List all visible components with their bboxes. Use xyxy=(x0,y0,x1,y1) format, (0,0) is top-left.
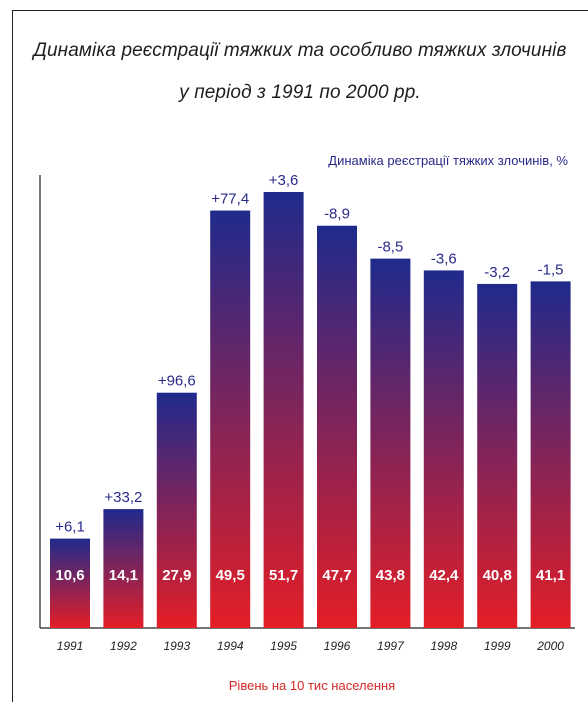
chart-title-line1: Динаміка реєстрації тяжких та особливо т… xyxy=(33,40,567,61)
bar-1992 xyxy=(103,509,144,628)
series-label-dynamics: Динаміка реєстрації тяжких злочинів, % xyxy=(328,153,568,168)
change-label-1996: -8,9 xyxy=(324,206,350,223)
level-label-1991: 10,6 xyxy=(55,567,84,584)
level-label-1994: 49,5 xyxy=(216,567,245,584)
level-label-1992: 14,1 xyxy=(109,567,138,584)
change-label-1992: +33,2 xyxy=(104,489,142,506)
bar-2000 xyxy=(530,281,571,628)
level-label-2000: 41,1 xyxy=(536,567,565,584)
frame-top-border xyxy=(12,10,588,11)
year-tick-1998: 1998 xyxy=(430,639,457,653)
year-tick-1997: 1997 xyxy=(377,639,405,653)
change-label-1998: -3,6 xyxy=(431,250,457,267)
level-label-1996: 47,7 xyxy=(322,567,351,584)
change-label-1991: +6,1 xyxy=(55,519,85,536)
change-label-2000: -1,5 xyxy=(538,261,564,278)
chart-title-line2: у період з 1991 по 2000 рр. xyxy=(179,82,421,103)
change-label-1999: -3,2 xyxy=(484,264,510,281)
year-tick-1993: 1993 xyxy=(163,639,190,653)
level-label-1998: 42,4 xyxy=(429,567,459,584)
year-tick-1996: 1996 xyxy=(324,639,351,653)
year-tick-1992: 1992 xyxy=(110,639,137,653)
year-tick-2000: 2000 xyxy=(536,639,564,653)
level-label-1999: 40,8 xyxy=(483,567,512,584)
bar-1995 xyxy=(263,191,304,628)
bar-1993 xyxy=(156,392,197,628)
change-label-1993: +96,6 xyxy=(158,373,196,390)
bar-1999 xyxy=(477,283,518,628)
bar-1998 xyxy=(423,270,464,628)
level-label-1997: 43,8 xyxy=(376,567,405,584)
level-label-1993: 27,9 xyxy=(162,567,191,584)
year-tick-1995: 1995 xyxy=(270,639,297,653)
change-label-1995: +3,6 xyxy=(269,172,299,189)
bar-1994 xyxy=(210,210,251,629)
series-label-level: Рівень на 10 тис населення xyxy=(229,678,395,693)
year-tick-1999: 1999 xyxy=(484,639,511,653)
bar-1997 xyxy=(370,258,411,628)
level-label-1995: 51,7 xyxy=(269,567,298,584)
frame-left-border xyxy=(12,10,13,702)
change-label-1997: -8,5 xyxy=(377,239,403,256)
bar-1991 xyxy=(50,538,90,628)
year-tick-1994: 1994 xyxy=(217,639,244,653)
year-tick-1991: 1991 xyxy=(57,639,84,653)
change-label-1994: +77,4 xyxy=(211,191,249,208)
bar-1996 xyxy=(317,225,357,629)
